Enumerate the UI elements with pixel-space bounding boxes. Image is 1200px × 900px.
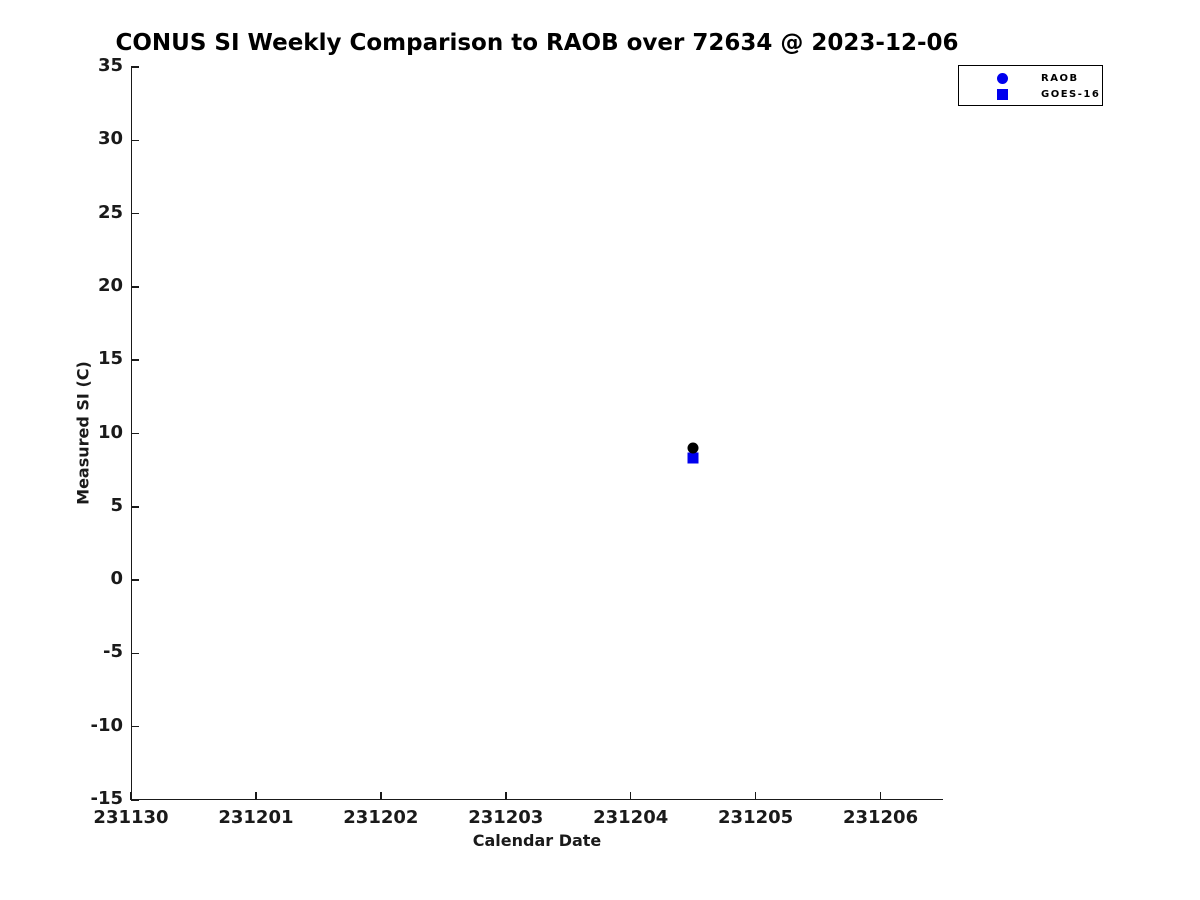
x-tick-mark <box>879 792 882 800</box>
data-point-goes-16 <box>687 452 699 464</box>
legend-label-goes-16: GOES-16 <box>1041 88 1101 100</box>
plot-area <box>131 67 943 800</box>
y-tick-mark <box>131 286 139 288</box>
x-tick-label: 231130 <box>93 807 169 828</box>
y-tick-mark <box>131 725 139 728</box>
data-point-raob <box>687 442 699 454</box>
y-tick-label: 20 <box>97 274 123 296</box>
y-tick-label: 5 <box>110 494 123 516</box>
legend-entry-raob: RAOB <box>959 70 1102 86</box>
legend: RAOB GOES-16 <box>958 65 1103 106</box>
x-tick-label: 231205 <box>718 807 794 828</box>
y-tick-label: -5 <box>103 641 123 663</box>
y-tick-mark <box>131 799 139 801</box>
x-tick-mark <box>255 792 257 800</box>
x-tick-label: 231202 <box>343 807 419 828</box>
x-tick-mark <box>629 792 632 800</box>
x-tick-mark <box>380 792 382 800</box>
y-tick-mark <box>131 579 139 581</box>
x-tick-label: 231204 <box>593 807 669 828</box>
legend-square-marker-icon <box>997 88 1008 100</box>
x-tick-mark <box>505 792 507 800</box>
y-tick-mark <box>131 359 139 361</box>
y-tick-mark <box>131 66 139 68</box>
y-tick-label: 0 <box>110 568 123 590</box>
y-tick-mark <box>131 652 139 655</box>
chart-title: CONUS SI Weekly Comparison to RAOB over … <box>115 30 959 56</box>
y-tick-label: 10 <box>97 421 123 443</box>
y-tick-label: 25 <box>97 201 123 223</box>
x-tick-label: 231201 <box>218 807 294 828</box>
y-tick-mark <box>131 212 139 215</box>
x-tick-label: 231203 <box>468 807 544 828</box>
x-tick-label: 231206 <box>842 807 919 828</box>
x-tick-mark <box>754 792 757 800</box>
legend-circle-marker-icon <box>997 72 1008 84</box>
x-tick-mark <box>130 792 132 800</box>
y-tick-mark <box>131 432 139 435</box>
y-tick-label: 30 <box>97 128 123 150</box>
y-tick-label: 15 <box>97 348 123 370</box>
y-tick-mark <box>131 139 139 142</box>
y-tick-label: -15 <box>90 788 123 809</box>
legend-label-raob: RAOB <box>1041 72 1079 84</box>
legend-entry-goes-16: GOES-16 <box>959 86 1102 102</box>
y-tick-label: 35 <box>97 55 123 76</box>
x-axis-label: Calendar Date <box>472 831 602 850</box>
y-tick-mark <box>131 506 139 508</box>
y-tick-label: -10 <box>90 714 123 736</box>
